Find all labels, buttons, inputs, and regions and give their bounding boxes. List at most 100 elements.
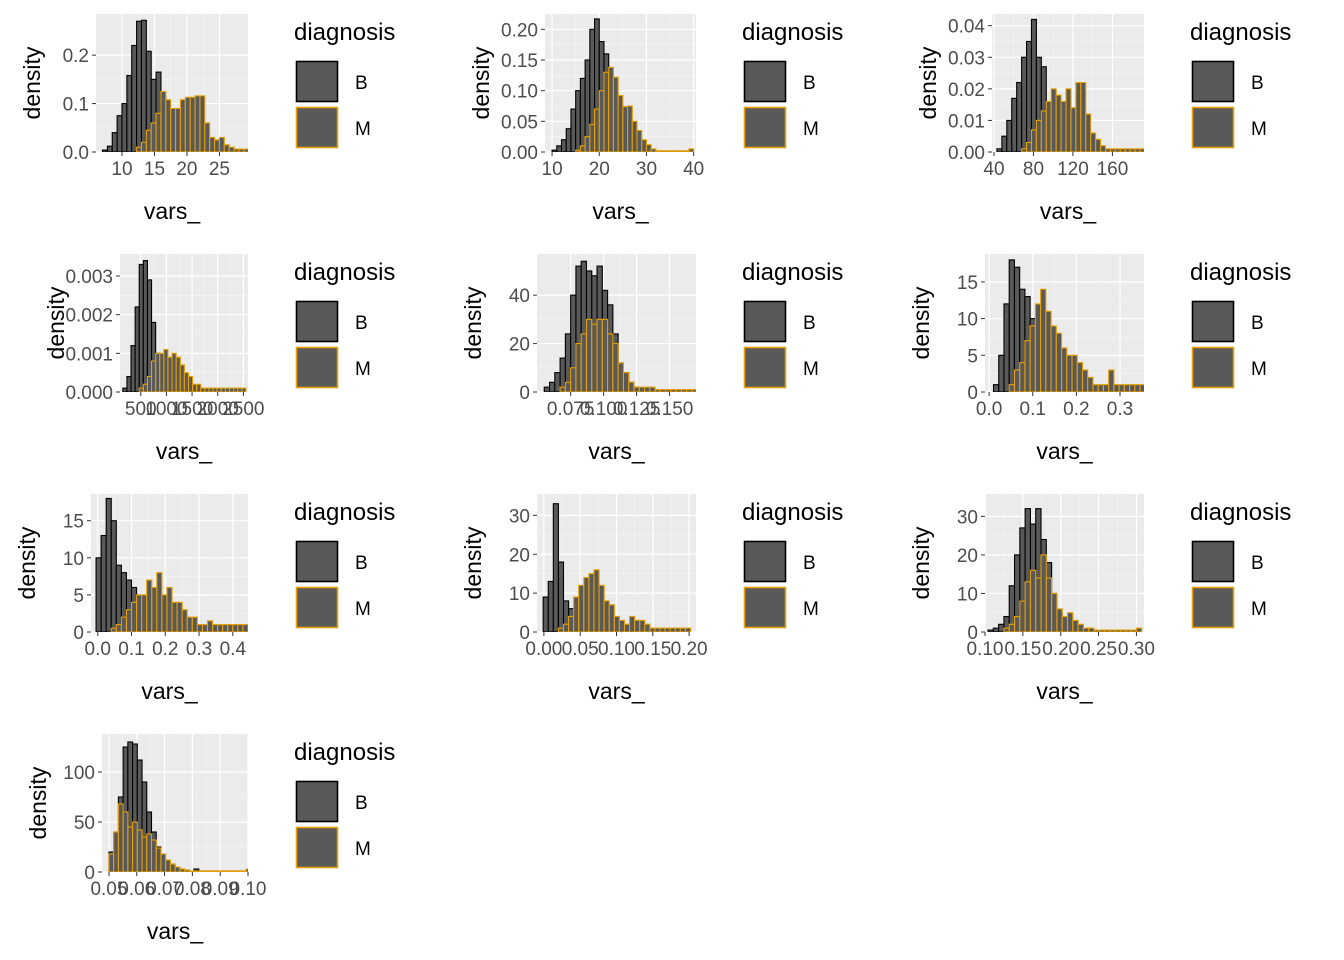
bar-M [644,623,651,632]
bar-M [184,869,190,872]
bar-M [179,99,186,152]
bar-M [1119,629,1127,632]
bar-M [660,150,666,152]
bar-M [201,624,209,632]
bar-M [130,601,138,632]
bar-M [1065,88,1072,152]
legend-title: diagnosis [294,739,395,766]
bar-M [645,144,652,152]
legend-swatch-B [743,540,787,583]
bar-B [1021,56,1028,152]
histogram-bars [122,260,247,392]
bar-M [684,627,692,632]
bar-B [556,145,563,152]
bar-M [570,367,577,392]
bar-M [218,136,225,152]
bar-M [1080,81,1087,152]
x-tick-label: 0.10 [967,639,1004,660]
bar-M [187,375,194,392]
bar-M [204,387,210,392]
y-tick-label: 0.04 [948,17,985,38]
bar-M [623,623,631,632]
legend-label-B: B [1251,313,1264,334]
chart-panel-3: 40 80 120 160 0.00 0.01 0.02 0.03 0.04 vars_ densi… [915,14,1291,224]
bar-B [570,108,577,152]
legend-label-B: B [355,553,368,574]
bar-M [1134,384,1141,392]
bar-M [649,627,656,632]
legend-label-B: B [803,553,816,574]
bar-M [598,90,605,152]
bar-M [233,148,240,152]
y-tick-label: 0 [519,383,530,404]
legend-label-B: B [355,793,368,814]
x-tick-label: 1000 [145,399,187,420]
chart-panel-10: 0.050.060.070.080.090.10 0 50 100 vars_ densi… [25,734,395,944]
axes: 10 15 20 25 0.0 0.1 0.2 [63,46,230,180]
legend-label-B: B [803,73,816,94]
chart-panel-2: 10 20 30 40 0.00 0.05 0.10 0.15 0.20 vars_ density… [468,14,843,224]
legend-swatch-M [1191,106,1235,149]
legend-label-M: M [803,359,819,380]
legend-label-B: B [355,313,368,334]
x-tick-label: 0.00 [525,639,562,660]
x-tick-label: 0.100 [580,399,628,420]
y-tick-label: 40 [509,286,530,307]
bar-B [998,623,1005,632]
x-axis-title: vars_ [588,678,645,704]
bar-M [145,129,152,152]
bar-M [183,372,190,392]
bar-M [160,90,167,152]
bar-B [552,503,559,632]
bar-M [1081,369,1089,392]
y-tick-label: 0.02 [948,80,985,101]
bar-M [654,627,661,632]
bar-B [115,564,122,632]
x-axis-title: vars_ [156,438,213,464]
x-tick-label: 0.10 [230,879,267,900]
bar-M [575,343,582,392]
bar-M [607,333,614,392]
bar-M [674,150,681,152]
x-tick-label: 20 [589,159,610,180]
bar-B [138,263,144,392]
x-tick-label: 0.30 [1118,639,1155,660]
chart-panel-1: 10 15 20 25 0.0 0.1 0.2 vars_ density diagnosis B M [19,14,395,224]
x-tick-label: 0.05 [90,879,127,900]
bar-M [598,584,605,632]
bar-M [564,381,572,392]
legend-swatch-B [743,300,787,343]
y-tick-label: 20 [509,335,530,356]
x-axis-title: vars_ [1040,198,1097,224]
bar-B [1011,97,1018,152]
bar-M [179,364,185,392]
bar-M [181,609,188,632]
y-tick-label: 0.000 [65,383,113,404]
bar-M [1008,384,1015,392]
x-tick-label: 0.05 [562,639,599,660]
bar-B [551,149,558,152]
legend-title: diagnosis [294,259,395,286]
bar-M [1034,303,1042,392]
legend-title: diagnosis [742,19,843,46]
bar-B [116,115,123,152]
bar-M [212,870,219,872]
bar-M [1100,145,1107,152]
x-tick-label: 30 [636,159,657,180]
bar-M [223,144,230,152]
bar-M [196,624,203,632]
bar-M [231,870,238,872]
bar-M [146,579,153,632]
bar-B [992,384,1000,392]
bar-M [243,148,248,152]
bar-B [111,132,118,152]
x-tick-label: 0.25 [1080,639,1117,660]
bar-M [1070,107,1077,152]
legend: diagnosis B M [1190,19,1291,149]
x-tick-label: 0.09 [202,879,239,900]
bar-M [136,146,143,152]
bar-M [1024,340,1031,392]
bar-M [631,120,638,152]
bar-M [169,863,176,872]
